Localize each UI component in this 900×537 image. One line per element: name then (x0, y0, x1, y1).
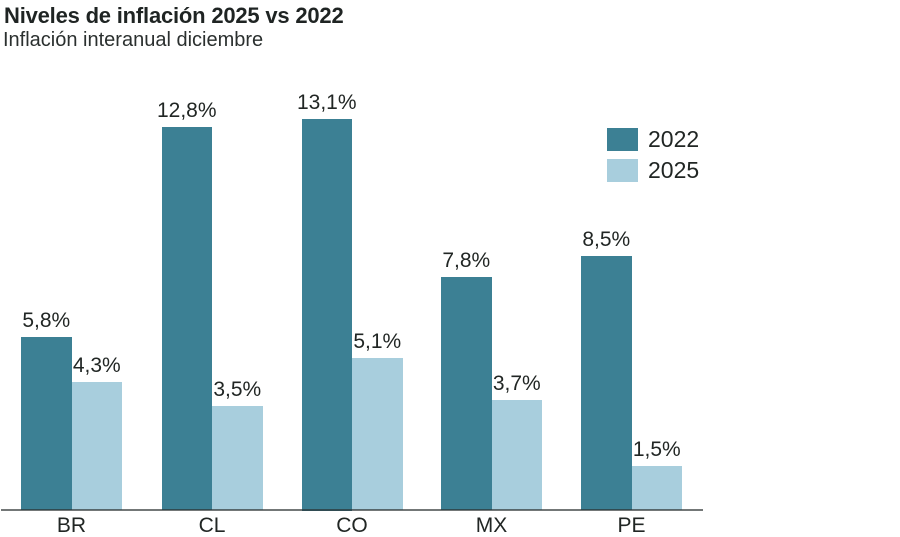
value-label-2022-cl: 12,8% (156, 99, 217, 123)
legend-item-2025: 2025 (607, 157, 700, 183)
bar-2022-cl (161, 127, 212, 511)
bar-2025-cl (212, 405, 263, 511)
category-label-co: CO (336, 514, 368, 537)
legend-swatch-2025 (607, 159, 638, 182)
bar-2022-br (21, 336, 72, 511)
value-label-2025-co: 5,1% (353, 329, 402, 353)
value-label-2022-mx: 7,8% (442, 249, 491, 273)
value-label-2025-cl: 3,5% (213, 377, 262, 401)
value-label-2022-co: 13,1% (296, 90, 357, 114)
bar-2022-pe (581, 256, 632, 511)
legend-item-2022: 2022 (607, 126, 700, 152)
bar-2025-mx (491, 399, 542, 511)
value-label-2025-br: 4,3% (72, 353, 121, 377)
legend-label-2022: 2022 (648, 126, 700, 152)
category-label-pe: PE (617, 514, 646, 537)
bar-2025-br (71, 381, 122, 511)
legend-swatch-2022 (607, 128, 638, 151)
legend: 2022 2025 (607, 126, 700, 190)
value-label-2022-br: 5,8% (22, 308, 71, 332)
bar-2022-mx (441, 277, 492, 511)
bar-2022-co (301, 118, 352, 511)
chart-title: Niveles de inflación 2025 vs 2022 (4, 3, 344, 28)
bar-2025-pe (631, 465, 682, 511)
x-axis-line (1, 509, 703, 511)
category-label-br: BR (56, 514, 87, 537)
value-label-2025-pe: 1,5% (632, 437, 681, 461)
chart-subtitle: Inflación interanual diciembre (3, 29, 264, 51)
value-label-2022-pe: 8,5% (582, 228, 631, 252)
legend-label-2025: 2025 (648, 157, 700, 183)
category-label-cl: CL (198, 514, 226, 537)
value-label-2025-mx: 3,7% (492, 371, 541, 395)
category-label-mx: MX (475, 514, 508, 537)
bar-2025-co (352, 357, 403, 511)
